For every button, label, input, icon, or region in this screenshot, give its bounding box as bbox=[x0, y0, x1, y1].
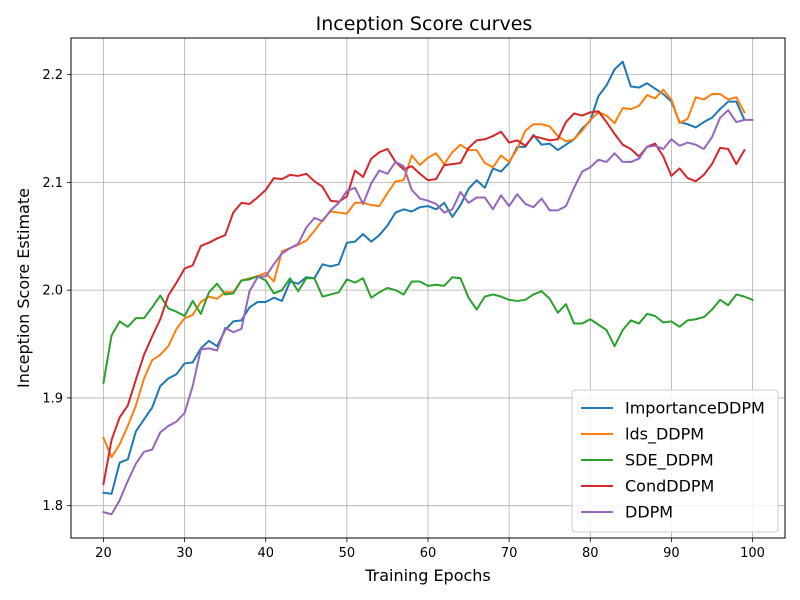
x-tick-label: 100 bbox=[740, 546, 765, 561]
legend: ImportanceDDPM lds_DDPM SDE_DDPM CondDDPM DD… bbox=[571, 389, 779, 533]
series-line-lds-ddpm bbox=[102, 88, 746, 459]
series-line-sde-ddpm bbox=[102, 275, 754, 384]
chart-title: Inception Score curves bbox=[316, 13, 533, 35]
legend-box bbox=[571, 389, 779, 533]
x-tick-label: 60 bbox=[420, 546, 437, 561]
series-line-condddpm bbox=[102, 110, 746, 486]
y-tick-label: 2.0 bbox=[42, 284, 63, 299]
legend-label: lds_DDPM bbox=[625, 425, 704, 445]
y-tick-label: 1.8 bbox=[42, 499, 63, 514]
series-line-ddpm bbox=[102, 109, 754, 516]
legend-label: ImportanceDDPM bbox=[625, 399, 765, 418]
legend-label: SDE_DDPM bbox=[625, 451, 714, 471]
y-tick-label: 1.9 bbox=[42, 391, 63, 406]
x-axis-label: Training Epochs bbox=[364, 566, 491, 585]
x-tick-label: 50 bbox=[339, 546, 356, 561]
y-axis-label: Inception Score Estimate bbox=[14, 188, 33, 388]
y-axis-ticks: 1.8 1.9 2.0 2.1 2.2 bbox=[42, 68, 71, 514]
x-tick-label: 30 bbox=[176, 546, 193, 561]
x-axis-ticks: 20 30 40 50 60 70 80 90 100 bbox=[95, 538, 765, 561]
x-tick-label: 80 bbox=[582, 546, 599, 561]
series-lines bbox=[102, 60, 754, 516]
series-line-importanceddpm bbox=[102, 60, 746, 495]
x-tick-label: 20 bbox=[95, 546, 112, 561]
x-tick-label: 90 bbox=[663, 546, 680, 561]
y-tick-label: 2.1 bbox=[42, 176, 63, 191]
legend-label: DDPM bbox=[625, 503, 673, 522]
legend-label: CondDDPM bbox=[625, 477, 714, 496]
x-tick-label: 70 bbox=[501, 546, 518, 561]
x-tick-label: 40 bbox=[257, 546, 274, 561]
y-tick-label: 2.2 bbox=[42, 68, 63, 83]
